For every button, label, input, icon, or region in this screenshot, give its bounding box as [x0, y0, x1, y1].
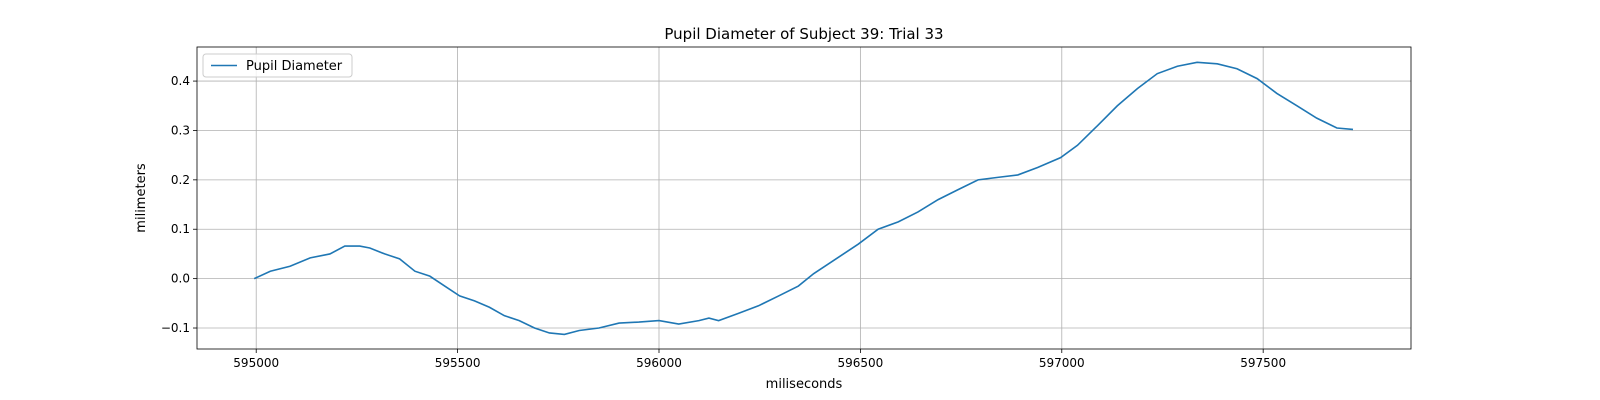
y-axis-label: milimeters	[134, 163, 149, 233]
y-tick-label: 0.0	[171, 272, 190, 286]
y-tick-label: 0.4	[171, 74, 190, 88]
legend-box	[202, 53, 353, 78]
x-axis-label: miliseconds	[766, 377, 843, 392]
legend: Pupil Diameter	[202, 53, 353, 78]
plot-frame	[196, 46, 1412, 350]
y-tick-label: 0.1	[171, 222, 190, 236]
x-tick-label: 596500	[837, 356, 883, 370]
x-tick-label: 597000	[1039, 356, 1085, 370]
y-tick-label: 0.3	[171, 123, 190, 137]
x-tick-label: 595000	[233, 356, 279, 370]
y-tick-label: −0.1	[161, 321, 190, 335]
y-tick-label: 0.2	[171, 173, 190, 187]
line	[253, 61, 1354, 336]
x-tick-label: 595500	[435, 356, 481, 370]
legend-label: Pupil Diameter	[246, 59, 343, 74]
x-tick-label: 597500	[1240, 356, 1286, 370]
chart-title: Pupil Diameter of Subject 39: Trial 33	[664, 25, 943, 43]
x-tick-label: 596000	[636, 356, 682, 370]
